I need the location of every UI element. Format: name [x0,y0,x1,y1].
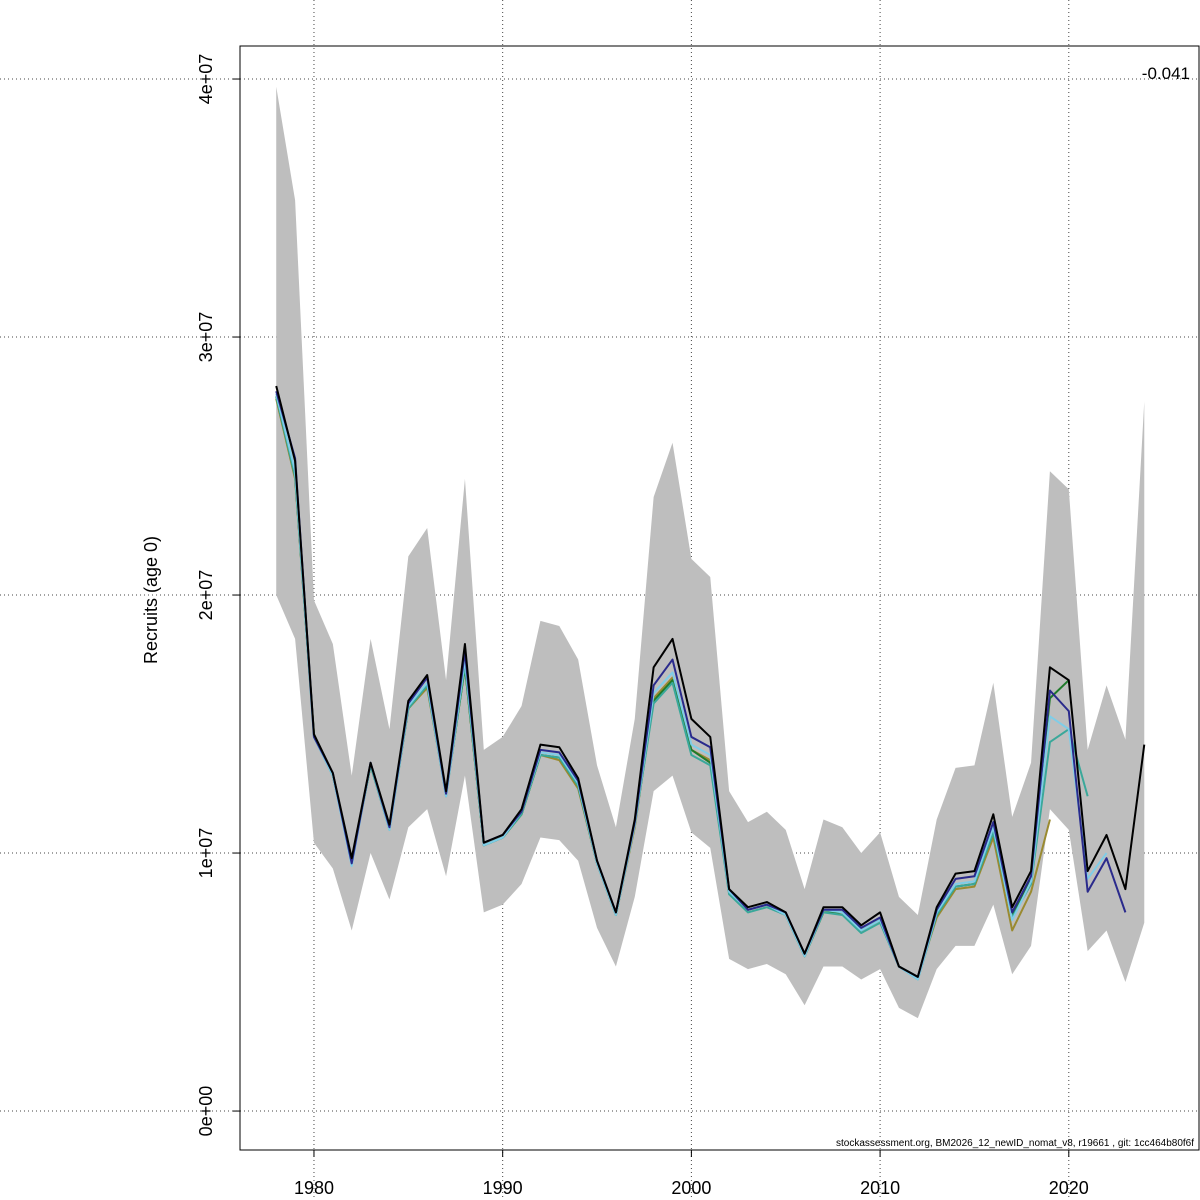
y-tick-label: 4e+07 [196,54,216,105]
axes: 0e+00 1e+07 2e+07 3e+07 4e+07 1980 1990 2000 201… [196,54,1089,1198]
confidence-band [276,86,1145,1019]
x-tick-label: 2000 [671,1178,711,1198]
plot-area [275,86,1146,1019]
x-tick-label: 2020 [1049,1178,1089,1198]
x-tick-label: 2010 [860,1178,900,1198]
series-line [275,396,1089,981]
footer: stockassessment.org, BM2026_12_newID_nom… [836,1138,1194,1149]
x-tick-label: 1990 [483,1178,523,1198]
y-tick-label: 0e+00 [196,1086,216,1137]
plot-frame [239,45,1200,1151]
y-axis-label: Recruits (age 0) [141,536,161,664]
series-line [275,393,1108,981]
y-tick-label: 3e+07 [196,312,216,363]
series-line [275,385,1146,978]
y-tick-label: 2e+07 [196,570,216,621]
x-tick-label: 1980 [294,1178,334,1198]
series-line [275,390,1127,978]
annotation: -0.041 [1142,64,1190,83]
y-tick-label: 1e+07 [196,828,216,879]
